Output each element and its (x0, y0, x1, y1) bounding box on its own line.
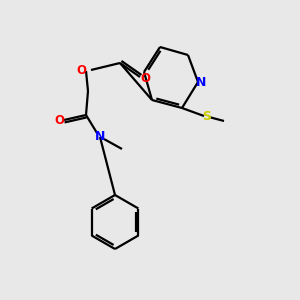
Text: N: N (196, 76, 206, 88)
Text: O: O (140, 73, 150, 85)
Text: O: O (76, 64, 86, 76)
Text: S: S (202, 110, 211, 124)
Text: N: N (95, 130, 105, 143)
Text: O: O (54, 113, 64, 127)
